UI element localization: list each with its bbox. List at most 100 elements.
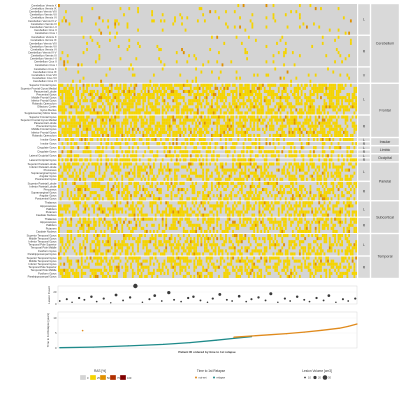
heat-cell [147,191,150,195]
heat-cell [93,220,95,224]
heat-cell [175,158,178,162]
heat-cell [121,121,124,125]
heat-cell [61,19,64,23]
heat-cell [235,204,238,208]
heat-cell [212,204,215,208]
heat-cell [84,249,87,253]
heat-cell [232,165,234,169]
heat-cell [158,210,161,214]
heat-cell [218,171,220,175]
heat-cell [124,174,127,178]
heat-cell [133,73,136,77]
heat-cell [214,83,217,87]
heat-cell [59,237,62,241]
heat-cell [269,83,271,87]
heat-cell [258,197,261,201]
heat-cell [298,111,301,115]
heat-cell [61,127,64,131]
heat-cell [168,150,171,154]
heat-cell [170,223,173,227]
heat-cell [174,181,176,185]
heat-cell [140,165,143,169]
heat-cell [221,105,224,109]
heat-cell [196,89,199,93]
heat-cell [330,243,333,247]
heat-cell [181,48,183,52]
heat-cell [290,89,292,93]
heat-cell [251,127,254,131]
row-label: Inferior Temporal Gyrus [28,240,57,244]
heat-cell [247,246,250,250]
heat-cell [279,223,282,227]
heat-cell [107,142,110,146]
heat-cell [87,217,90,221]
heat-cell [184,105,187,109]
heat-cell [237,226,240,230]
heat-cell [283,83,285,87]
heat-cell [103,171,106,175]
heat-cell [84,201,87,205]
heat-cell [226,217,229,221]
heat-cell [277,249,280,253]
heat-cell [302,256,305,260]
heat-cell [142,86,145,90]
heat-cell [163,19,166,23]
heat-cell [237,162,240,166]
heat-cell [138,115,141,119]
heat-cell [228,226,231,230]
heat-cell [274,115,277,119]
heat-cell [188,108,190,112]
heat-cell [300,130,303,134]
heat-cell [263,256,266,260]
heat-cell [94,168,97,172]
heat-cell [202,118,205,122]
heat-cell [237,4,240,8]
heat-cell [77,213,80,217]
heat-cell [320,249,322,253]
heat-cell [77,162,80,166]
heat-cell [225,10,227,14]
heat-cell [251,105,254,109]
heat-cell [105,130,108,134]
heat-cell [82,217,85,221]
heat-cell [203,181,206,185]
heat-cell [274,237,277,241]
heat-cell [239,252,241,256]
heat-cell [318,252,321,256]
heat-cell [230,246,233,250]
heat-cell [179,127,182,131]
heat-cell [284,213,287,217]
heat-cell [110,83,113,87]
heat-cell [205,150,208,154]
heat-cell [91,240,94,244]
heat-cell [344,96,347,100]
heat-cell [277,138,280,142]
heat-cell [158,171,161,175]
heat-cell [311,93,314,97]
heat-cell [61,243,64,247]
heat-cell [313,133,315,137]
heat-cell [100,121,103,125]
heat-cell [116,96,118,100]
heat-cell [195,57,197,61]
heat-cell [196,111,199,115]
heat-cell [101,93,104,97]
heat-cell [269,99,271,103]
heat-cell [195,79,197,83]
heat-cell [98,223,101,227]
heat-cell [145,259,148,263]
heat-cell [147,249,150,253]
heat-cell [195,99,197,103]
heat-cell [75,142,78,146]
heat-cell [230,256,233,260]
heat-cell [330,102,333,106]
heat-cell [330,115,333,119]
heat-cell [135,118,138,122]
heat-cell [112,168,115,172]
heat-cell [307,99,310,103]
heat-cell [163,210,166,214]
heat-cell [291,234,294,238]
heat-cell [98,181,101,185]
heat-cell [216,188,219,192]
heat-cell [94,243,97,247]
